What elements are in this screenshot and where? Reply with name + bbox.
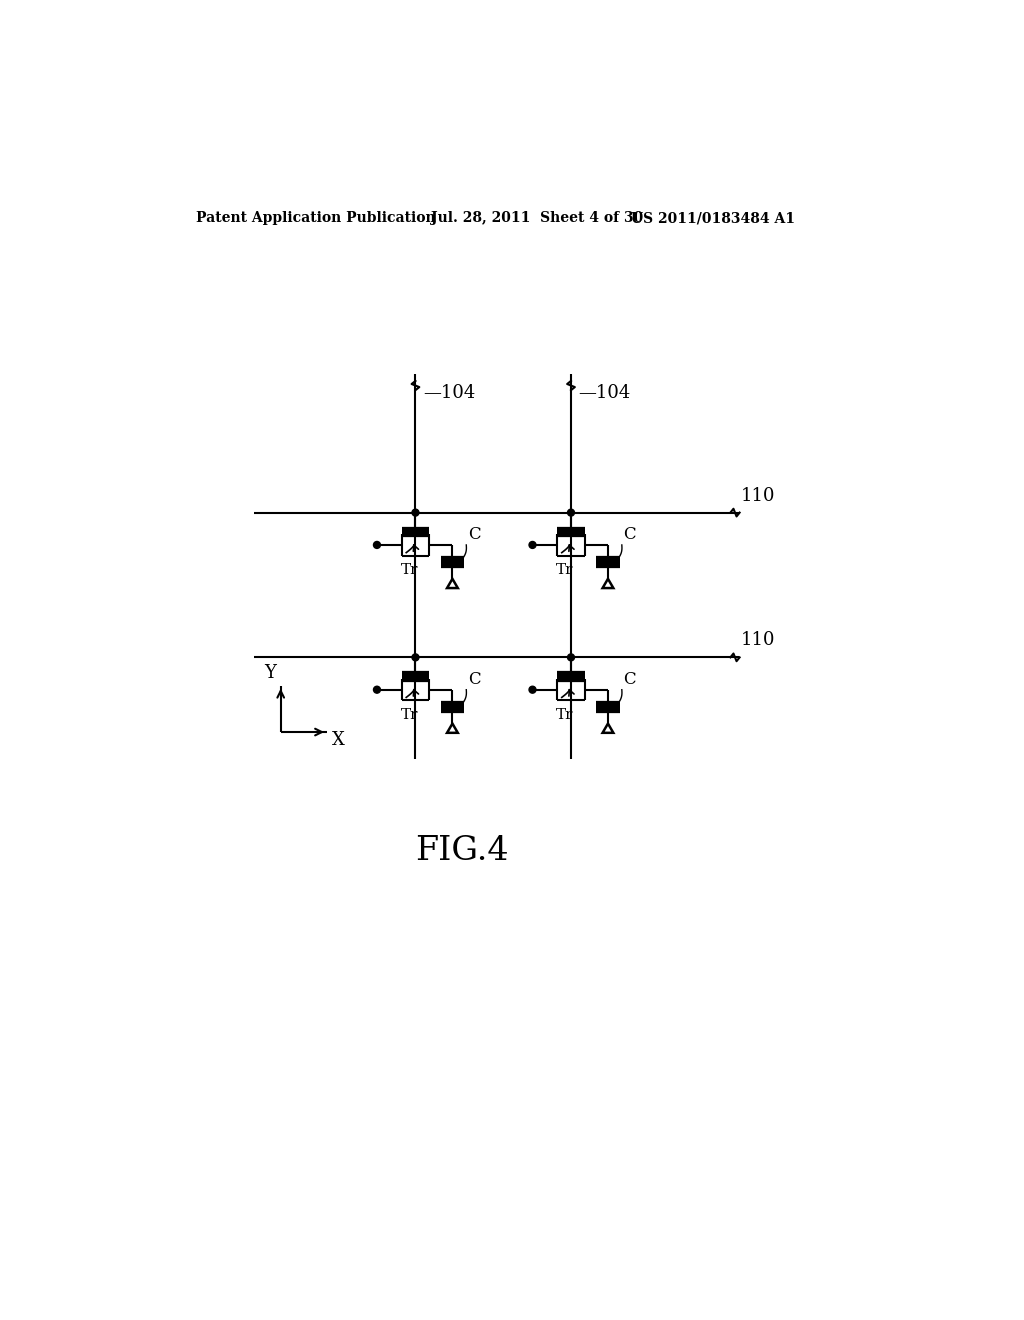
Text: Y: Y [264, 664, 275, 682]
Text: —104: —104 [423, 384, 475, 403]
Text: Patent Application Publication: Patent Application Publication [196, 211, 435, 226]
Circle shape [529, 686, 536, 693]
Text: 110: 110 [741, 487, 775, 504]
Text: Tr: Tr [556, 564, 573, 577]
Circle shape [374, 686, 381, 693]
Text: Tr: Tr [556, 708, 573, 722]
Text: X: X [332, 731, 344, 748]
Text: Tr: Tr [400, 708, 418, 722]
Text: C: C [624, 671, 636, 688]
Text: US 2011/0183484 A1: US 2011/0183484 A1 [631, 211, 795, 226]
Circle shape [374, 541, 381, 548]
Text: C: C [624, 527, 636, 544]
Circle shape [412, 653, 419, 661]
Text: 110: 110 [741, 631, 775, 649]
Circle shape [567, 510, 574, 516]
Text: C: C [468, 671, 480, 688]
Circle shape [529, 541, 536, 548]
Text: C: C [468, 527, 480, 544]
Circle shape [412, 510, 419, 516]
Text: Tr: Tr [400, 564, 418, 577]
Circle shape [567, 653, 574, 661]
Text: Jul. 28, 2011  Sheet 4 of 30: Jul. 28, 2011 Sheet 4 of 30 [431, 211, 643, 226]
Text: —104: —104 [579, 384, 631, 403]
Text: FIG.4: FIG.4 [415, 836, 508, 867]
